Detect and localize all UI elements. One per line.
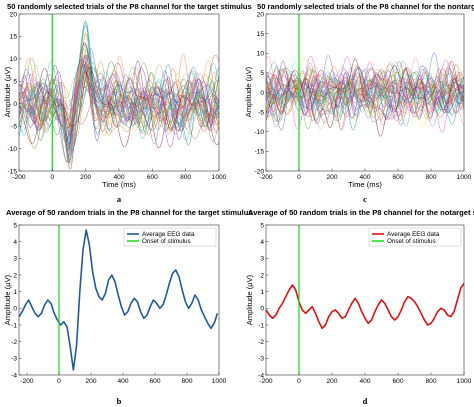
panel-b-ytick-label: -2 xyxy=(11,339,17,346)
panel-c-ytick-label: -5 xyxy=(258,109,264,116)
panel-b-xtick-label: 600 xyxy=(149,378,160,385)
panel-b-xtick-label: 0 xyxy=(57,378,61,385)
panel-d-ytick-label: -2 xyxy=(258,339,264,346)
panel-b-ytick-label: 5 xyxy=(13,222,17,229)
panel-c-ytick-label: 10 xyxy=(257,51,265,58)
panel-a-xtick-label: 400 xyxy=(113,174,124,181)
panel-c-xtick-label: 0 xyxy=(297,174,301,181)
panel-b-legend-label: Average EEG data xyxy=(142,231,195,238)
panel-c-ytick-label: 0 xyxy=(260,90,264,97)
panel-d-xtick-label: 200 xyxy=(326,378,337,385)
panel-b-xtick-label: -200 xyxy=(20,378,34,385)
panel-b-title: Average of 50 random trials in the P8 ch… xyxy=(6,208,253,217)
panel-b-legend-label: Onset of stimulus xyxy=(142,238,191,245)
panel-a-ytick-label: 5 xyxy=(13,79,17,86)
panel-b-ytick-label: 1 xyxy=(13,289,17,296)
panel-d-ylabel: Amplitude (μV) xyxy=(245,274,254,325)
panel-c-xtick-label: 600 xyxy=(392,174,403,181)
panel-d-legend-label: Onset of stimulus xyxy=(387,238,436,245)
panel-a-ytick-label: 0 xyxy=(13,101,17,108)
panel-c-ytick-label: 15 xyxy=(257,31,265,38)
panel-a-ytick-label: 10 xyxy=(10,56,18,63)
panel-d-average-line xyxy=(265,282,465,330)
panel-a: 50 randomly selected trials of the P8 ch… xyxy=(3,2,252,204)
panel-d-letter: d xyxy=(363,396,368,406)
panel-c-ytick-label: 5 xyxy=(260,70,264,77)
panel-b-ytick-label: -4 xyxy=(11,372,17,379)
panel-a-ylabel: Amplitude (μV) xyxy=(3,66,12,117)
panel-d-legend-box xyxy=(368,227,462,247)
panel-c-ylabel: Amplitude (μV) xyxy=(244,66,253,117)
panel-a-ytick-label: -15 xyxy=(7,168,17,175)
panel-d-ytick-label: 5 xyxy=(260,222,264,229)
panel-d-ytick-label: 2 xyxy=(260,272,264,279)
panel-d-ytick-label: 3 xyxy=(260,256,264,263)
panel-d-ytick-label: 1 xyxy=(260,289,264,296)
panel-d-xtick-label: 600 xyxy=(392,378,403,385)
panel-d-ytick-label: -4 xyxy=(258,372,264,379)
panel-a-xtick-label: 0 xyxy=(50,174,54,181)
panel-b-ytick-label: 2 xyxy=(13,272,17,279)
panel-b-letter: b xyxy=(117,396,122,406)
panel-c-xtick-label: 200 xyxy=(326,174,337,181)
panel-c-xtick-label: 1000 xyxy=(457,174,472,181)
panel-b-xtick-label: 800 xyxy=(181,378,192,385)
panel-a-ytick-label: -10 xyxy=(7,146,17,153)
panel-b-axes-box xyxy=(18,224,220,376)
panel-a-xtick-label: 600 xyxy=(147,174,158,181)
panel-b-legend-box xyxy=(123,227,217,247)
panel-d-xtick-label: 400 xyxy=(359,378,370,385)
panel-d-ytick-label: 0 xyxy=(260,306,264,313)
panel-a-ytick-label: -5 xyxy=(11,123,17,130)
panel-a-ytick-label: 20 xyxy=(10,11,18,18)
panel-c-ytick-label: -10 xyxy=(254,129,264,136)
panel-a-ytick-label: 15 xyxy=(10,34,18,41)
panel-a-xtick-label: -200 xyxy=(12,174,26,181)
panel-b-xtick-label: 1000 xyxy=(212,378,227,385)
panel-d-ytick-label: -3 xyxy=(258,356,264,363)
panel-d-legend-label: Average EEG data xyxy=(387,231,440,238)
panel-b-ytick-label: -3 xyxy=(11,356,17,363)
panel-c-ytick-label: -20 xyxy=(254,168,264,175)
panel-b-ytick-label: -1 xyxy=(11,322,17,329)
panel-d-axes-box xyxy=(265,224,465,376)
panel-b-average-line xyxy=(18,229,219,371)
panel-b: Average of 50 random trials in the P8 ch… xyxy=(3,208,253,406)
panel-b-ytick-label: 3 xyxy=(13,256,17,263)
panel-b-ytick-label: 0 xyxy=(13,306,17,313)
panel-d-xtick-label: 1000 xyxy=(457,378,472,385)
panel-c: 50 randomly selected trials of the P8 ch… xyxy=(244,2,474,204)
panel-d-title: Average of 50 random trials in the P8 ch… xyxy=(248,208,474,217)
panel-c-xtick-label: 800 xyxy=(425,174,436,181)
panel-c-xlabel: Time (ms) xyxy=(348,180,382,189)
panel-a-xlabel: Time (ms) xyxy=(102,180,136,189)
panel-c-xtick-label: -200 xyxy=(259,174,273,181)
panel-c-title: 50 randomly selected trials of the P8 ch… xyxy=(257,2,474,11)
panel-c-ytick-label: 20 xyxy=(257,11,265,18)
panel-b-ylabel: Amplitude (μV) xyxy=(3,274,12,325)
panel-a-xtick-label: 200 xyxy=(80,174,91,181)
panel-a-xtick-label: 1000 xyxy=(212,174,227,181)
panel-b-ytick-label: 4 xyxy=(13,239,17,246)
panel-c-ytick-label: -15 xyxy=(254,149,264,156)
panel-d-xtick-label: -200 xyxy=(259,378,273,385)
panel-c-letter: c xyxy=(363,194,367,204)
panel-d-ytick-label: 4 xyxy=(260,239,264,246)
panel-c-xtick-label: 400 xyxy=(359,174,370,181)
panel-a-title: 50 randomly selected trials of the P8 ch… xyxy=(7,2,252,11)
panel-b-xtick-label: 200 xyxy=(85,378,96,385)
panel-d-ytick-label: -1 xyxy=(258,322,264,329)
panel-d: Average of 50 random trials in the P8 ch… xyxy=(245,208,474,406)
panel-a-letter: a xyxy=(117,194,122,204)
panel-a-xtick-label: 800 xyxy=(180,174,191,181)
panel-d-xtick-label: 0 xyxy=(297,378,301,385)
panel-b-xtick-label: 400 xyxy=(117,378,128,385)
panel-d-xtick-label: 800 xyxy=(425,378,436,385)
